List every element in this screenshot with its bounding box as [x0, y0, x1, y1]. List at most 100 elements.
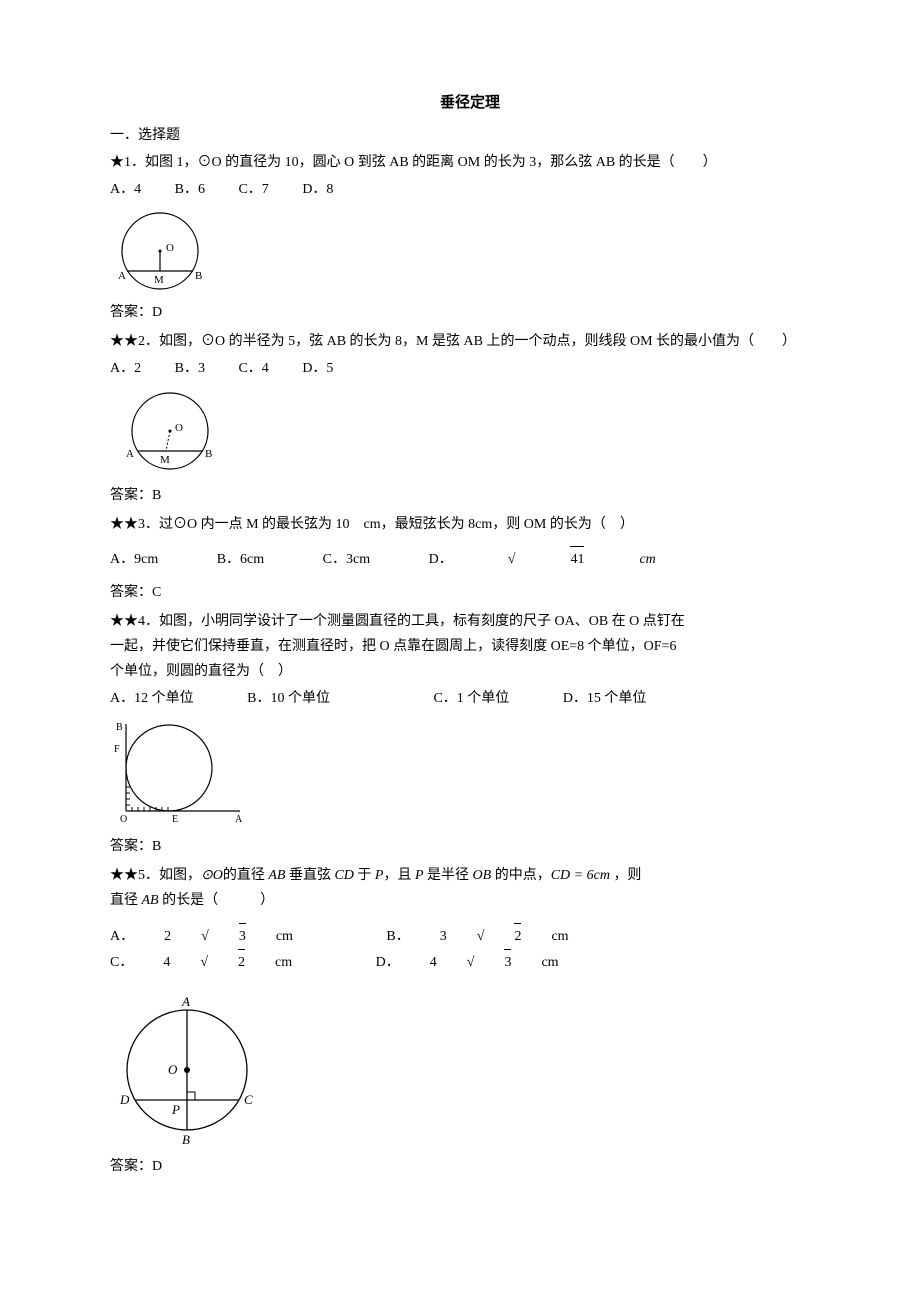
q4-l1: 如图，小明同学设计了一个测量圆直径的工具，标有刻度的尺子 OA、OB 在 O 点… [159, 614, 685, 629]
q5-p4: 于 [357, 868, 371, 883]
q3-optC: C．3cm [323, 547, 370, 572]
q5d-pre: D． [376, 950, 400, 975]
q5-num: 5． [138, 868, 159, 883]
q3-options: A．9cm B．6cm C．3cm D．√41cm [110, 546, 830, 572]
q1-optD: D．8 [302, 177, 333, 202]
q5-cdeq: CD = 6cm [551, 868, 610, 883]
q1-optB: B．6 [175, 177, 205, 202]
circle-diameter-chord-diagram: O A B D C P [110, 990, 270, 1150]
circle-chord-diagram: O A B M [110, 211, 210, 296]
ruler-circle-diagram: O A B E F [110, 720, 250, 830]
q5c-pre: C． [110, 950, 133, 975]
q1-answer: 答案：D [110, 300, 830, 325]
label-O: O [168, 1062, 178, 1077]
q5-stars: ★★ [110, 868, 138, 883]
q5-optB: B．3√2cm [386, 923, 598, 949]
label-B: B [116, 722, 123, 733]
q2-text: ★★2．如图，⊙O 的半径为 5，弦 AB 的长为 8，M 是弦 AB 上的一个… [110, 329, 830, 354]
q5c-u: cm [275, 950, 292, 975]
q4-diagram: O A B E F [110, 720, 830, 830]
q5-optA: A．2√3cm [110, 923, 323, 949]
q3-num: 3． [138, 517, 159, 532]
q1-optA: A．4 [110, 177, 141, 202]
q5c-c: 4 [163, 950, 170, 975]
q4-optB: B．10 个单位 [247, 686, 330, 711]
q5-optC: C．4√2cm [110, 949, 322, 975]
q5c-r: 2 [238, 949, 245, 975]
label-C: C [244, 1092, 253, 1107]
q5d-u: cm [541, 950, 558, 975]
label-B: B [205, 448, 212, 460]
q1-stars: ★ [110, 155, 124, 170]
q5a-r: 3 [239, 923, 246, 949]
label-F: F [114, 744, 120, 755]
q5-p7: 的中点， [495, 868, 551, 883]
q3-body: 过⊙O 内一点 M 的最长弦为 10 cm，最短弦长为 8cm，则 OM 的长为… [159, 517, 634, 532]
q5-cd: CD [334, 868, 353, 883]
q4-optC: C．1 个单位 [433, 686, 509, 711]
q5-p8: ，则 [613, 868, 641, 883]
label-P: P [171, 1102, 180, 1117]
label-E: E [172, 814, 178, 825]
q2-optC: C．4 [238, 356, 268, 381]
q2-diagram: O A B M [110, 389, 830, 479]
q5b-c: 3 [440, 924, 447, 949]
q5b-pre: B． [386, 924, 409, 949]
question-2: ★★2．如图，⊙O 的半径为 5，弦 AB 的长为 8，M 是弦 AB 上的一个… [110, 329, 830, 509]
q1-body: 如图 1，⊙O 的直径为 10，圆心 O 到弦 AB 的距离 OM 的长为 3，… [145, 155, 717, 170]
q2-optA: A．2 [110, 356, 141, 381]
q3-optD-num: 41 [570, 546, 584, 572]
label-B: B [195, 270, 202, 282]
q5-l2p1: 直径 [110, 893, 138, 908]
question-5: ★★5．如图，⊙O的直径 AB 垂直弦 CD 于 P，且 P 是半径 OB 的中… [110, 863, 830, 1179]
q3-text: ★★3．过⊙O 内一点 M 的最长弦为 10 cm，最短弦长为 8cm，则 OM… [110, 512, 830, 537]
label-M: M [154, 274, 164, 286]
q5-p6: 是半径 [427, 868, 469, 883]
label-A: A [126, 448, 134, 460]
q3-stars: ★★ [110, 517, 138, 532]
q5-l2p2: 的长是（ ） [162, 893, 274, 908]
q4-stars: ★★ [110, 614, 138, 629]
q4-l3: 个单位，则圆的直径为（ ） [110, 659, 830, 684]
page-title: 垂径定理 [110, 90, 830, 117]
q2-stars: ★★ [110, 334, 138, 349]
section-heading: 一．选择题 [110, 123, 830, 148]
label-O: O [175, 422, 183, 434]
q5-optD: D．4√3cm [376, 949, 589, 975]
q4-optD: D．15 个单位 [563, 686, 647, 711]
question-3: ★★3．过⊙O 内一点 M 的最长弦为 10 cm，最短弦长为 8cm，则 OM… [110, 512, 830, 605]
q4-text: ★★4．如图，小明同学设计了一个测量圆直径的工具，标有刻度的尺子 OA、OB 在… [110, 609, 830, 634]
q3-optA: A．9cm [110, 547, 158, 572]
q3-optD: D．√41cm [429, 546, 711, 572]
q3-optD-pre: D． [429, 547, 453, 572]
q5-p3: 垂直弦 [289, 868, 331, 883]
q2-optD: D．5 [302, 356, 333, 381]
q5a-c: 2 [164, 924, 171, 949]
q5-p5: ，且 [383, 868, 411, 883]
label-B: B [182, 1132, 190, 1147]
q5a-u: cm [276, 924, 293, 949]
q5b-r: 2 [514, 923, 521, 949]
q3-answer: 答案：C [110, 580, 830, 605]
q5-p1: 如图， [159, 868, 201, 883]
q5-ab: AB [268, 868, 285, 883]
q2-optB: B．3 [175, 356, 205, 381]
q5-ob: OB [473, 868, 492, 883]
q5-diagram: O A B D C P [110, 990, 830, 1150]
q5-line2: 直径 AB 的长是（ ） [110, 888, 830, 913]
q5-answer: 答案：D [110, 1154, 830, 1179]
q5a-pre: A． [110, 924, 134, 949]
q5-oo: ⊙O [201, 868, 223, 883]
q5-p-2: P [415, 868, 424, 883]
q2-answer: 答案：B [110, 483, 830, 508]
q4-num: 4． [138, 614, 159, 629]
circle-chord-point-diagram: O A B M [110, 389, 230, 479]
q5d-r: 3 [504, 949, 511, 975]
q5d-c: 4 [430, 950, 437, 975]
q5-text: ★★5．如图，⊙O的直径 AB 垂直弦 CD 于 P，且 P 是半径 OB 的中… [110, 863, 830, 888]
q5-ab2: AB [142, 893, 159, 908]
question-1: ★1．如图 1，⊙O 的直径为 10，圆心 O 到弦 AB 的距离 OM 的长为… [110, 150, 830, 325]
q5-p2: 的直径 [223, 868, 265, 883]
q1-num: 1． [124, 155, 145, 170]
q1-diagram: O A B M [110, 211, 830, 296]
